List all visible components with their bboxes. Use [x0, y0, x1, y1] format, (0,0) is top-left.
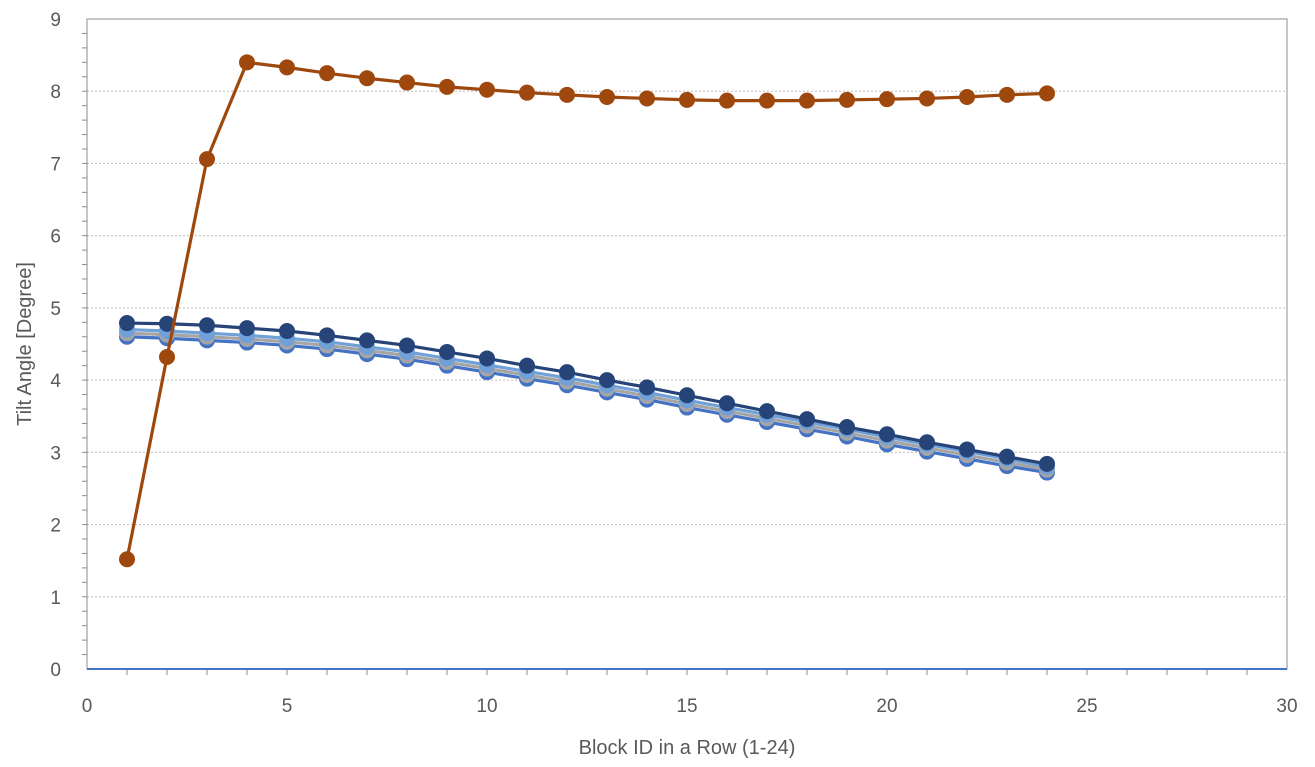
- series-5-point-23: [999, 86, 1015, 103]
- series-5-point-7: [359, 70, 375, 87]
- series-4-point-9: [439, 343, 455, 360]
- x-tick-label-3: 15: [676, 696, 697, 717]
- series-5-point-2: [159, 349, 175, 365]
- series-4-point-1: [119, 315, 135, 332]
- series-4-point-8: [399, 337, 415, 354]
- series-5-point-16: [719, 92, 735, 109]
- x-axis-title: Block ID in a Row (1-24): [579, 737, 796, 759]
- series-5-point-6: [319, 65, 335, 82]
- y-tick-label-5: 5: [50, 299, 61, 320]
- series-4-point-19: [839, 419, 855, 436]
- series-4-point-24: [1039, 455, 1055, 472]
- y-tick-labels: 0 1 2 3 4 5 6 7 8 9: [50, 10, 61, 681]
- series-4-point-3: [199, 317, 215, 334]
- series-5-point-22: [959, 89, 975, 105]
- series-5-point-20: [879, 91, 895, 108]
- series-4-point-2: [159, 315, 175, 332]
- series-4-point-11: [519, 357, 535, 374]
- y-tick-label-0: 0: [50, 660, 61, 681]
- series-5-point-10: [479, 81, 495, 98]
- series-4-point-18: [799, 411, 815, 428]
- y-tick-label-1: 1: [50, 588, 61, 609]
- x-tick-label-2: 10: [476, 696, 497, 717]
- series-5-point-1: [119, 551, 135, 568]
- series-5-point-18: [799, 92, 815, 109]
- y-tick-label-8: 8: [50, 82, 61, 103]
- y-tick-label-4: 4: [50, 371, 61, 392]
- x-tick-label-4: 20: [876, 696, 897, 717]
- series-5-point-19: [839, 91, 855, 108]
- series-5-point-12: [559, 86, 575, 103]
- series-5-point-4: [239, 54, 255, 71]
- series-4-point-5: [279, 323, 295, 339]
- y-axis-title: Tilt Angle [Degree]: [14, 262, 36, 426]
- y-tick-label-3: 3: [50, 443, 61, 464]
- series-5-point-11: [519, 84, 535, 101]
- x-tick-label-6: 30: [1276, 696, 1297, 717]
- series-5: [119, 54, 1055, 568]
- series-4-point-15: [679, 387, 695, 404]
- x-tick-label-5: 25: [1076, 696, 1097, 717]
- series-4-point-23: [999, 448, 1015, 465]
- x-tick-label-1: 5: [282, 696, 293, 717]
- y-tick-label-7: 7: [50, 154, 61, 175]
- y-tick-label-6: 6: [50, 227, 61, 248]
- series-4-point-16: [719, 395, 735, 412]
- series-4-point-7: [359, 332, 375, 349]
- series-5-point-17: [759, 92, 775, 109]
- series-layer: [119, 54, 1055, 568]
- y-tick-label-9: 9: [50, 10, 61, 31]
- series-4-point-22: [959, 441, 975, 458]
- series-5-point-3: [199, 151, 215, 168]
- series-4-point-10: [479, 350, 495, 367]
- series-4-point-17: [759, 403, 775, 420]
- series-4-point-13: [599, 372, 615, 389]
- series-5-point-13: [599, 89, 615, 105]
- series-5-point-15: [679, 91, 695, 108]
- series-4-point-4: [239, 320, 255, 337]
- series-5-point-24: [1039, 85, 1055, 102]
- x-tick-label-0: 0: [82, 696, 93, 717]
- y-tick-label-2: 2: [50, 516, 61, 537]
- series-4-point-12: [559, 364, 575, 381]
- series-5-point-14: [639, 90, 655, 107]
- series-5-point-5: [279, 59, 295, 76]
- series-4-point-21: [919, 434, 935, 451]
- series-4-point-14: [639, 379, 655, 396]
- series-4-point-20: [879, 426, 895, 443]
- series-5-point-21: [919, 90, 935, 107]
- series-5-point-8: [399, 74, 415, 91]
- series-4: [119, 315, 1055, 472]
- x-tick-labels: 0 5 10 15 20 25 30: [82, 696, 1298, 717]
- series-5-point-9: [439, 78, 455, 95]
- series-4-point-6: [319, 327, 335, 344]
